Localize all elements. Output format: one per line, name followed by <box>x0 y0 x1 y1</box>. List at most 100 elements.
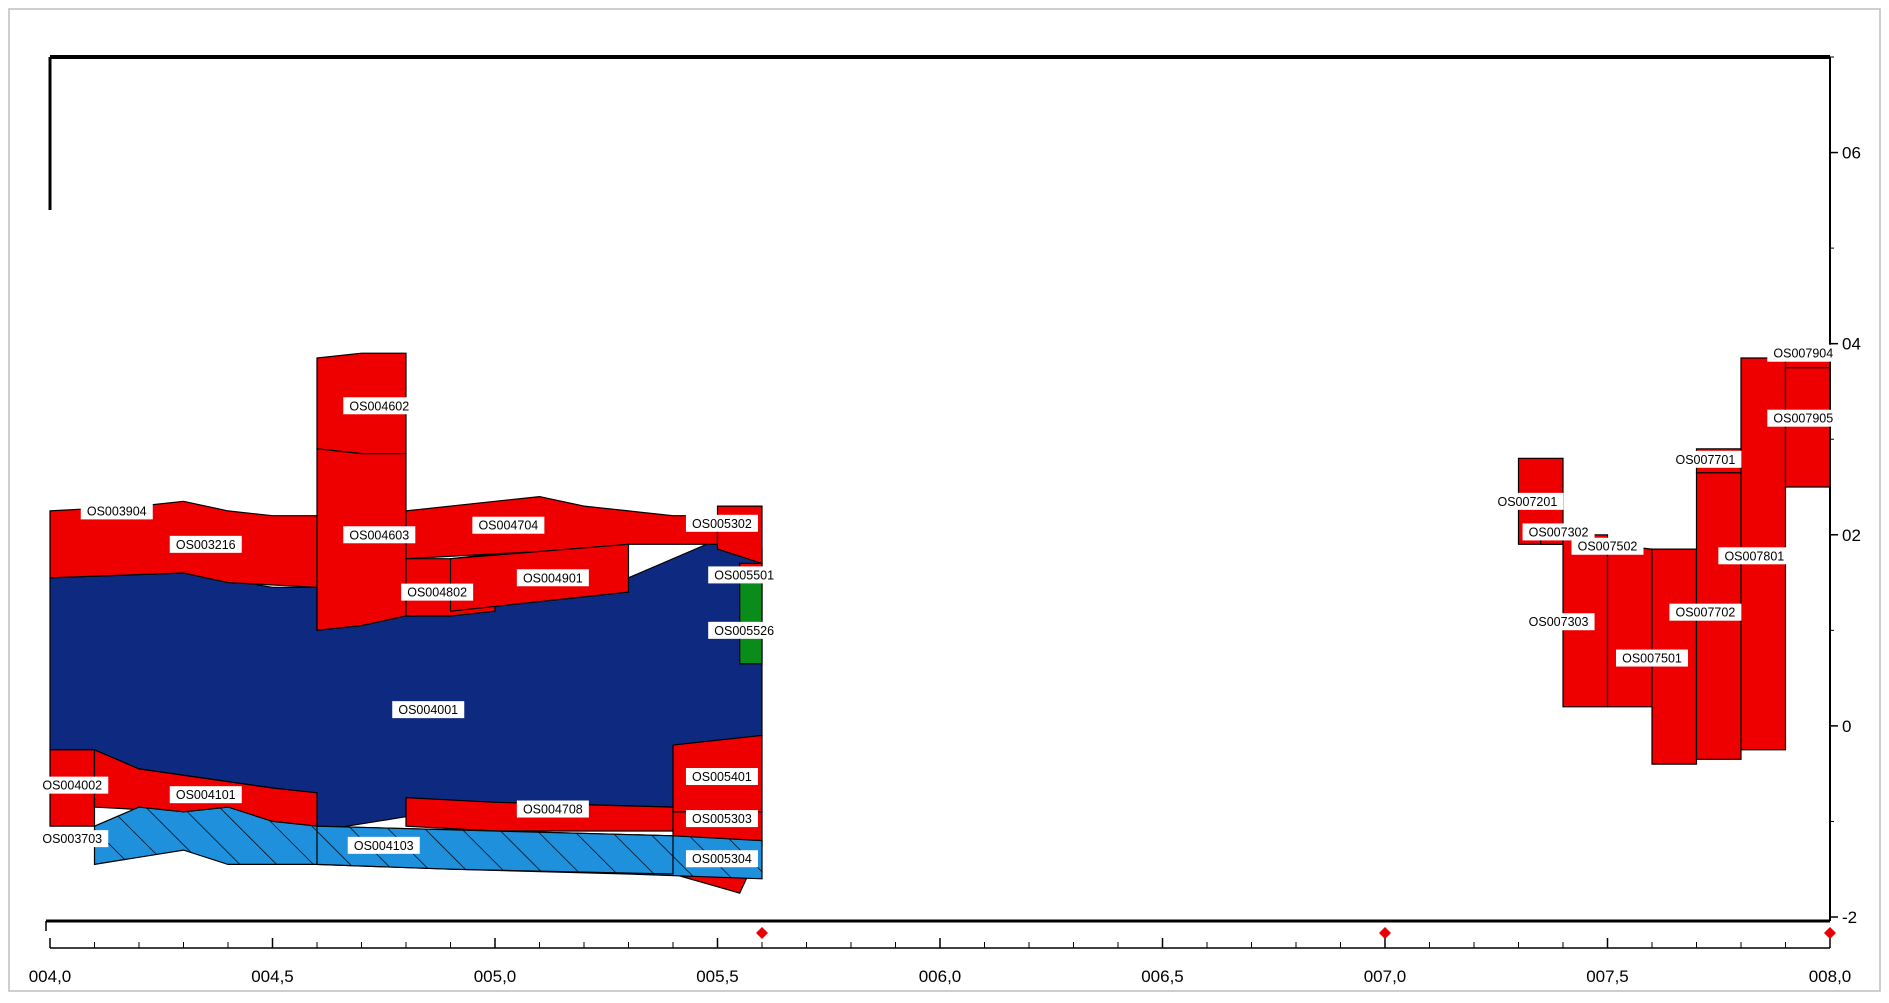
label-box <box>401 583 474 601</box>
x-tick-label: 008,0 <box>1809 967 1852 986</box>
y-tick-label: 06 <box>1842 144 1861 163</box>
label-box <box>1669 450 1742 468</box>
layer-label-text: OS004802 <box>407 586 467 600</box>
label-os004602: OS004602 <box>343 397 416 415</box>
label-box <box>1571 537 1644 555</box>
layer-label-text: OS005302 <box>692 517 752 531</box>
label-box <box>80 502 153 520</box>
label-os004704: OS004704 <box>472 516 545 534</box>
label-box <box>1616 649 1688 667</box>
label-os005501: OS005501 <box>708 566 781 584</box>
layer-label-text: OS003703 <box>42 832 102 846</box>
label-box <box>708 566 781 584</box>
label-os007501: OS007501 <box>1616 649 1688 667</box>
label-box <box>343 526 416 544</box>
x-tick-label: 005,0 <box>474 967 517 986</box>
label-os004101: OS004101 <box>169 786 242 804</box>
label-os003904: OS003904 <box>80 502 153 520</box>
label-os004103: OS004103 <box>347 836 420 854</box>
label-box <box>685 850 758 868</box>
x-tick-label: 007,5 <box>1586 967 1629 986</box>
layer-label-text: OS007502 <box>1578 540 1638 554</box>
label-os007302: OS007302 <box>1522 523 1595 541</box>
label-box <box>1767 344 1840 362</box>
layer-label-text: OS007701 <box>1676 453 1736 467</box>
axes-group: 004,0 004,5 005,0 005,5 006,0 006,5 007,0 007,5… <box>29 55 1861 986</box>
layer-label-text: OS005304 <box>692 852 752 866</box>
label-os003216: OS003216 <box>169 535 242 553</box>
x-tick-label: 004,5 <box>251 967 294 986</box>
layer-label-text: OS007303 <box>1529 615 1589 629</box>
labels-group: OS003904 OS003216 OS004602 OS004603 OS004704… <box>36 344 1840 868</box>
label-box <box>708 621 781 639</box>
layer-label-text: OS007702 <box>1676 606 1736 620</box>
x-tick-label: 005,5 <box>696 967 739 986</box>
layer-os007502 <box>1606 543 1653 708</box>
label-box <box>685 768 758 786</box>
label-os004603: OS004603 <box>343 526 416 544</box>
layer-label-text: OS005501 <box>714 568 774 582</box>
layer-label-text: OS007904 <box>1773 347 1833 361</box>
layer-label-text: OS005401 <box>692 770 752 784</box>
x-tick-label: 006,0 <box>919 967 962 986</box>
label-os004001: OS004001 <box>392 701 465 719</box>
layer-label-text: OS007201 <box>1498 495 1558 509</box>
layer-label-text: OS004001 <box>398 703 458 717</box>
label-os004708: OS004708 <box>516 800 589 818</box>
y-tick-label: 04 <box>1842 335 1861 354</box>
label-box <box>1767 409 1840 427</box>
label-box <box>169 786 242 804</box>
section-marker <box>756 927 768 939</box>
label-os005302: OS005302 <box>685 514 758 532</box>
label-box <box>1491 492 1564 510</box>
label-os007502: OS007502 <box>1571 537 1644 555</box>
label-box <box>347 836 420 854</box>
label-box <box>169 535 242 553</box>
layer-label-text: OS004708 <box>523 803 583 817</box>
label-box <box>1522 523 1595 541</box>
label-box <box>36 776 109 794</box>
label-os003703: OS003703 <box>36 830 109 848</box>
label-box <box>685 810 758 828</box>
label-box <box>685 514 758 532</box>
layer-os007905 <box>1784 367 1831 488</box>
y-tick-label: 02 <box>1842 526 1861 545</box>
layer-label-text: OS004101 <box>176 788 236 802</box>
label-box <box>343 397 416 415</box>
label-os004002: OS004002 <box>36 776 109 794</box>
label-os004901: OS004901 <box>516 569 589 587</box>
y-tick-label: 0 <box>1842 717 1851 736</box>
layer-label-text: OS004602 <box>349 399 409 413</box>
layer-label-text: OS004103 <box>354 839 414 853</box>
label-os007904: OS007904 <box>1767 344 1840 362</box>
label-box <box>516 800 589 818</box>
layer-label-text: OS003216 <box>176 538 236 552</box>
label-os007801: OS007801 <box>1718 547 1791 565</box>
label-box <box>1718 547 1791 565</box>
label-os007702: OS007702 <box>1669 603 1742 621</box>
layer-label-text: OS007905 <box>1773 412 1833 426</box>
y-tick-label: -2 <box>1842 908 1857 927</box>
label-box <box>1522 613 1595 631</box>
layer-label-text: OS007302 <box>1529 525 1589 539</box>
x-tick-label: 006,5 <box>1141 967 1184 986</box>
layer-label-text: OS005303 <box>692 812 752 826</box>
label-os007303: OS007303 <box>1522 613 1595 631</box>
layer-label-text: OS004603 <box>349 528 409 542</box>
label-box <box>392 701 465 719</box>
layer-label-text: OS004002 <box>42 779 102 793</box>
x-tick-label: 007,0 <box>1364 967 1407 986</box>
section-marker <box>1824 927 1836 939</box>
label-box <box>516 569 589 587</box>
label-os005304: OS005304 <box>685 850 758 868</box>
label-os007201: OS007201 <box>1491 492 1564 510</box>
label-os005401: OS005401 <box>685 768 758 786</box>
label-os007701: OS007701 <box>1669 450 1742 468</box>
layer-label-text: OS007801 <box>1724 549 1784 563</box>
layer-label-text: OS003904 <box>87 504 147 518</box>
layer-label-text: OS004704 <box>478 519 538 533</box>
label-os005303: OS005303 <box>685 810 758 828</box>
label-box <box>36 830 109 848</box>
